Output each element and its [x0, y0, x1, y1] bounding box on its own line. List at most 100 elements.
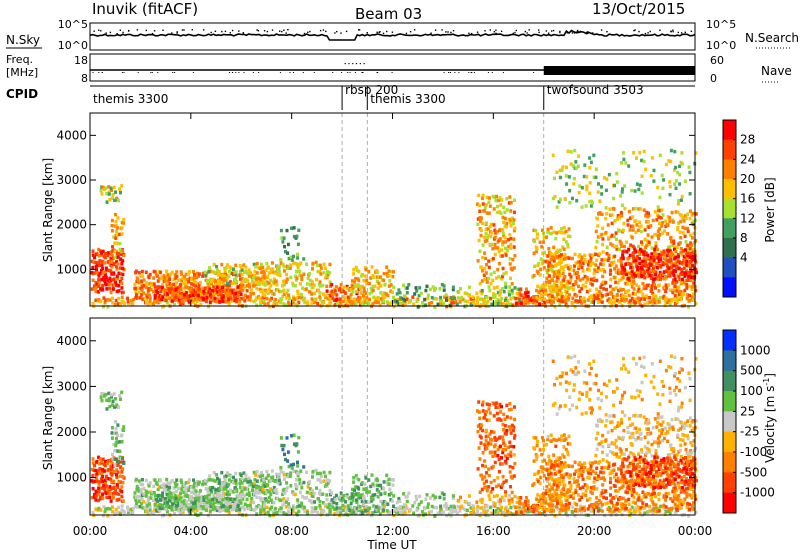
freq-right-tick-top: 60: [710, 54, 724, 67]
velocity-cell: [156, 487, 160, 492]
power-cell: [645, 243, 649, 248]
velocity-cell: [115, 436, 118, 441]
power-cell: [665, 269, 669, 274]
power-cell: [389, 283, 393, 287]
power-cell: [91, 253, 95, 257]
velocity-cell: [107, 398, 111, 403]
velocity-cell: [262, 478, 266, 482]
velocity-cell: [134, 498, 138, 502]
velocity-cell: [122, 425, 126, 429]
power-cell: [190, 291, 194, 296]
power-cell: [662, 252, 666, 257]
velocity-cell: [296, 473, 300, 478]
power-cell: [560, 230, 564, 235]
velocity-cell: [383, 504, 386, 508]
velocity-cell: [354, 510, 358, 514]
power-cell: [660, 224, 664, 228]
power-cell: [623, 294, 627, 299]
power-cell: [418, 286, 422, 290]
power-cell: [532, 301, 536, 305]
power-cell: [297, 262, 301, 267]
velocity-cell: [120, 489, 124, 494]
power-cell: [652, 298, 656, 302]
velocity-cell: [163, 487, 167, 491]
power-cell: [632, 259, 636, 263]
power-cell: [287, 300, 290, 305]
power-cell: [661, 262, 665, 267]
power-cell: [644, 251, 648, 255]
velocity-cell: [235, 508, 239, 513]
power-cell: [668, 274, 672, 278]
power-cell: [450, 301, 454, 305]
power-y-tick-label: 2000: [56, 218, 87, 232]
velocity-cell: [114, 431, 118, 435]
nsearch-dot: [524, 30, 526, 33]
power-cell: [638, 252, 642, 257]
power-cell: [550, 294, 554, 298]
power-cell: [484, 271, 488, 275]
power-cell: [202, 291, 206, 296]
power-cell: [641, 274, 644, 279]
power-cell: [163, 278, 167, 283]
velocity-cell: [289, 484, 293, 488]
power-cell: [694, 212, 698, 216]
power-cell: [615, 180, 619, 184]
power-cell: [338, 297, 342, 301]
power-cell: [667, 272, 670, 277]
power-cell: [656, 229, 660, 234]
velocity-cell: [300, 482, 304, 487]
power-cell: [219, 293, 223, 297]
power-cell: [539, 288, 543, 292]
power-cell: [688, 170, 692, 175]
power-cell: [319, 266, 323, 270]
power-cell: [585, 260, 589, 264]
velocity-cell: [313, 500, 316, 504]
power-cell: [562, 278, 566, 282]
power-cell: [236, 285, 240, 289]
power-cell: [590, 201, 594, 205]
power-cell: [563, 264, 567, 268]
velocity-cell: [145, 502, 149, 506]
power-cell: [604, 216, 608, 221]
nsearch-dot: [680, 32, 683, 34]
velocity-cell: [103, 487, 107, 491]
power-cell: [113, 249, 117, 253]
velocity-cell: [120, 433, 124, 437]
power-cell: [635, 156, 638, 160]
power-cell: [134, 295, 138, 300]
power-cell: [91, 265, 95, 270]
power-cell: [610, 301, 614, 305]
velocity-cell: [265, 470, 269, 474]
power-cell: [640, 158, 644, 163]
velocity-cell: [208, 474, 212, 478]
velocity-cell: [266, 473, 270, 478]
power-cell: [111, 249, 115, 253]
power-cell: [686, 243, 690, 248]
power-cell: [606, 292, 610, 296]
power-cell: [493, 195, 497, 199]
velocity-cell: [197, 493, 201, 498]
velocity-cell: [382, 480, 386, 484]
power-cell: [642, 271, 646, 275]
velocity-cell: [502, 498, 506, 503]
power-cell: [285, 272, 289, 277]
power-cell: [578, 184, 582, 188]
power-cell: [108, 282, 112, 287]
velocity-cell: [91, 461, 95, 465]
velocity-cell: [263, 502, 267, 507]
power-cell: [509, 224, 513, 228]
power-cell: [492, 207, 496, 211]
power-cell: [372, 295, 376, 299]
velocity-cell: [259, 511, 263, 516]
velocity-cell: [335, 510, 339, 515]
power-cell: [480, 291, 484, 296]
power-cell: [144, 270, 148, 274]
velocity-cell: [481, 463, 484, 468]
power-cell: [97, 247, 101, 252]
power-cell: [141, 297, 145, 301]
power-cell: [592, 276, 596, 281]
power-cell: [452, 300, 456, 305]
velocity-cell: [450, 510, 454, 514]
power-cell: [480, 279, 484, 283]
power-cell: [111, 192, 115, 197]
